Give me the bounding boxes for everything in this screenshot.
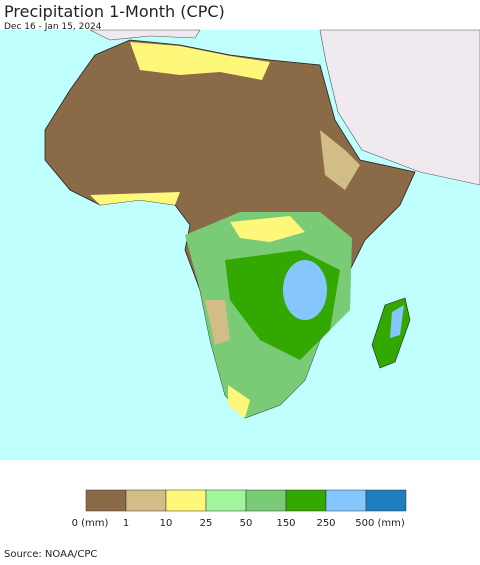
rain-zone	[283, 260, 327, 320]
outside-land	[89, 29, 201, 41]
legend-label: 10	[160, 518, 173, 529]
legend-swatch	[325, 489, 367, 512]
legend-label: 500 (mm)	[355, 518, 405, 529]
legend-swatch	[85, 489, 127, 512]
legend-swatch	[165, 489, 207, 512]
legend-label: 250	[316, 518, 335, 529]
rain-zone	[90, 192, 180, 205]
legend-label: 25	[200, 518, 213, 529]
legend-swatch	[245, 489, 287, 512]
source: Source: NOAA/CPC	[4, 549, 98, 560]
title: Precipitation 1-Month (CPC)	[4, 2, 225, 21]
rain-zone	[230, 216, 305, 242]
rain-zone	[130, 42, 270, 80]
legend-label: 0 (mm)	[72, 518, 109, 529]
rain-zone	[205, 300, 230, 345]
rain-zone	[228, 385, 250, 418]
legend-label: 1	[123, 518, 129, 529]
legend-swatch	[125, 489, 167, 512]
legend-swatch	[285, 489, 327, 512]
rain-zone	[390, 305, 404, 338]
outside-land	[319, 29, 480, 186]
legend: 0 (mm) 1 10 25 50 150 250 500 (mm)	[72, 489, 407, 529]
legend-label: 50	[240, 518, 253, 529]
legend-label: 150	[276, 518, 295, 529]
rain-zone	[320, 130, 360, 190]
legend-swatch	[205, 489, 247, 512]
subtitle: Dec 16 - Jan 15, 2024	[4, 22, 102, 32]
legend-swatch	[365, 489, 407, 512]
